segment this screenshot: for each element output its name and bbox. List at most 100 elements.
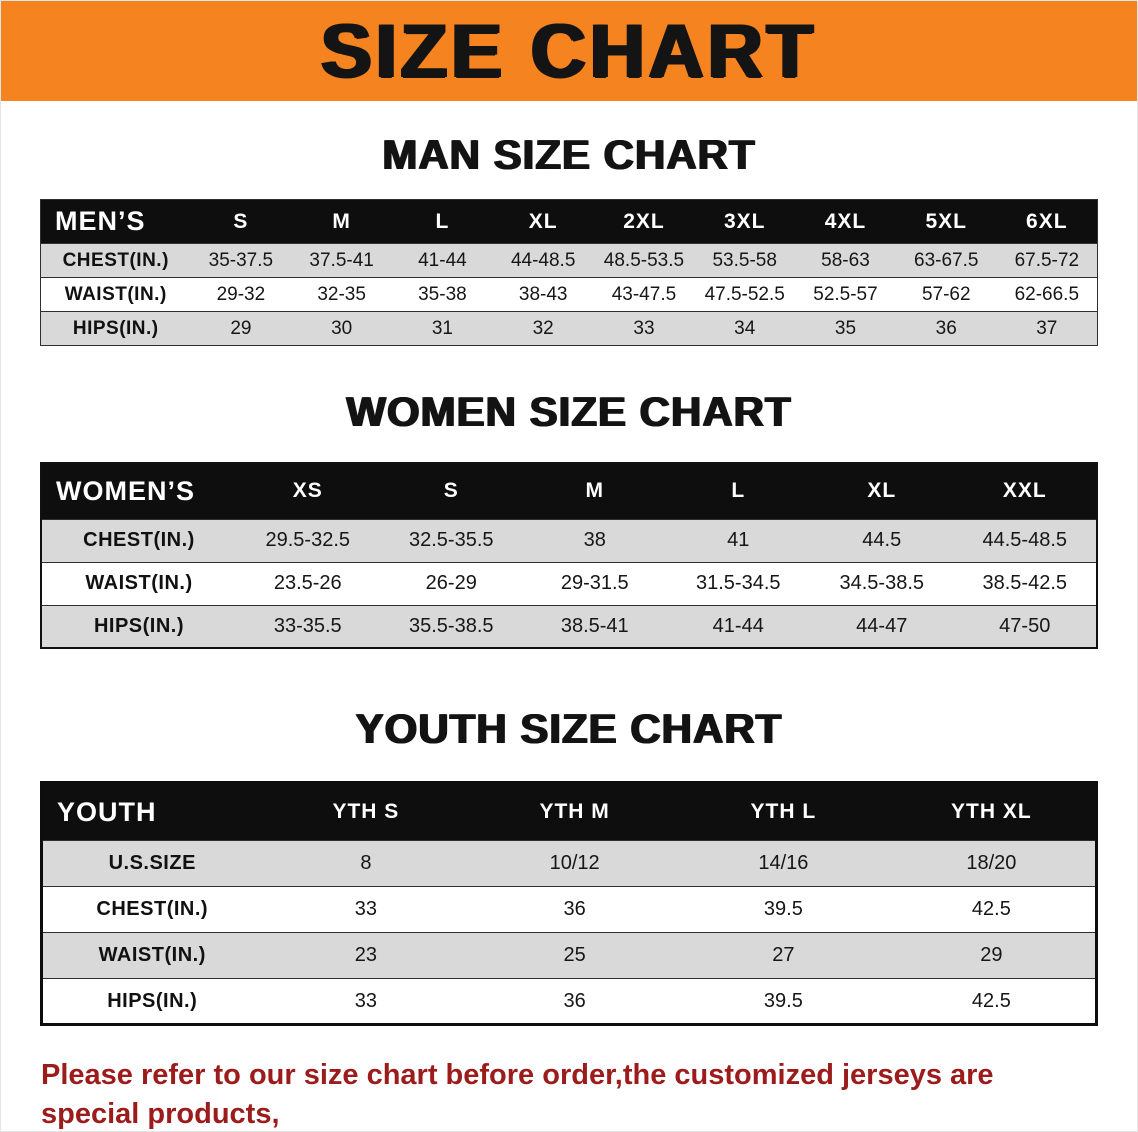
size-value-cell: 58-63 (821, 249, 870, 271)
size-column-header: YTH S (332, 800, 400, 823)
size-value-cell: 34.5-38.5 (839, 572, 924, 594)
size-value-cell: 8 (360, 852, 372, 874)
men-size-section: MAN SIZE CHART MEN’S S M L XL 2XL 3XL 4XL 5XL 6XL… (1, 131, 1137, 346)
size-value-cell: 18/20 (966, 852, 1017, 874)
size-value-cell: 38-43 (518, 283, 568, 305)
size-value-cell: 39.5 (763, 989, 803, 1012)
youth-table-header-row: YOUTH YTH S YTH M YTH L YTH XL (41, 782, 1097, 841)
size-value-cell: 29 (230, 317, 252, 339)
men-size-table: MEN’S S M L XL 2XL 3XL 4XL 5XL 6XL CHEST(IN.) 35-3… (40, 199, 1098, 346)
size-value-cell: 38 (583, 529, 606, 551)
size-column-header: L (731, 479, 746, 503)
size-value-cell: 35.5-38.5 (408, 614, 494, 637)
size-value-cell: 36 (935, 317, 957, 339)
size-value-cell: 44-48.5 (510, 249, 576, 271)
size-value-cell: 42.5 (971, 989, 1011, 1012)
size-value-cell: 14/16 (758, 852, 809, 874)
women-table-body: CHEST(IN.) 29.5-32.5 32.5-35.5 38 41 44.5 44.5… (41, 519, 1097, 648)
size-value-cell: 30 (331, 317, 353, 339)
size-value-cell: 47-50 (999, 614, 1051, 637)
size-value-cell: 48.5-53.5 (603, 249, 685, 271)
size-column-header: YTH M (539, 800, 610, 823)
size-value-cell: 41 (727, 529, 750, 551)
row-label: CHEST(IN.) (83, 529, 195, 551)
women-size-section: WOMEN SIZE CHART WOMEN’S XS S M L XL XXL CHEST… (1, 388, 1137, 649)
disclaimer: Please refer to our size chart before or… (41, 1056, 1097, 1131)
row-label: WAIST(IN.) (85, 572, 193, 594)
page-title: SIZE CHART (321, 8, 817, 94)
size-column-header: M (585, 479, 604, 503)
youth-table-body: U.S.SIZE 8 10/12 14/16 18/20 CHEST(IN.) 33 36 39… (41, 840, 1097, 1025)
table-row: HIPS(IN.) 33 36 39.5 42.5 (41, 978, 1097, 1025)
size-value-cell: 38.5-41 (560, 614, 629, 637)
size-column-header: 4XL (824, 209, 867, 233)
size-value-cell: 62-66.5 (1014, 283, 1080, 305)
size-value-cell: 33 (633, 317, 655, 339)
size-value-cell: 43-47.5 (611, 283, 677, 305)
size-value-cell: 44.5-48.5 (982, 529, 1067, 551)
row-label: HIPS(IN.) (93, 614, 185, 637)
men-table-header-row: MEN’S S M L XL 2XL 3XL 4XL 5XL 6XL (40, 199, 1098, 244)
size-value-cell: 35-37.5 (208, 249, 274, 271)
size-value-cell: 29 (980, 944, 1003, 966)
size-column-header: L (435, 209, 450, 233)
table-row: CHEST(IN.) 35-37.5 37.5-41 41-44 44-48.5 48.5… (40, 243, 1098, 278)
size-column-header: 6XL (1026, 209, 1068, 233)
size-column-header: YTH XL (951, 800, 1032, 823)
size-value-cell: 44.5 (862, 529, 902, 551)
size-value-cell: 10/12 (549, 852, 600, 874)
men-table-body: CHEST(IN.) 35-37.5 37.5-41 41-44 44-48.5 48.5… (40, 243, 1098, 346)
size-value-cell: 41-44 (418, 249, 467, 271)
size-value-cell: 29-31.5 (560, 572, 629, 594)
size-value-cell: 27 (772, 944, 795, 966)
row-label: WAIST(IN.) (64, 283, 167, 305)
youth-size-section: YOUTH SIZE CHART YOUTH YTH S YTH M YTH L YTH… (1, 705, 1137, 1026)
size-value-cell: 23.5-26 (273, 572, 342, 594)
table-row: HIPS(IN.) 29 30 31 32 33 34 35 36 37 (40, 311, 1098, 346)
size-column-header: 5XL (925, 209, 967, 233)
row-label: U.S.SIZE (108, 852, 196, 874)
size-value-cell: 31.5-34.5 (695, 572, 781, 594)
size-value-cell: 26-29 (425, 572, 477, 594)
size-value-cell: 34 (734, 317, 756, 339)
size-column-header: XXL (1002, 479, 1047, 503)
size-value-cell: 36 (563, 898, 586, 920)
size-value-cell: 35-38 (418, 283, 467, 305)
size-value-cell: 32.5-35.5 (408, 529, 494, 551)
size-value-cell: 47.5-52.5 (704, 283, 785, 305)
table-row: HIPS(IN.) 33-35.5 35.5-38.5 38.5-41 41-44 44-… (41, 605, 1097, 648)
size-value-cell: 33 (354, 898, 377, 920)
size-value-cell: 57-62 (921, 283, 971, 305)
size-value-cell: 36 (563, 989, 586, 1012)
youth-size-table: YOUTH YTH S YTH M YTH L YTH XL U.S.SIZE 8 10/1… (40, 781, 1098, 1026)
size-value-cell: 33 (354, 989, 377, 1012)
size-value-cell: 37.5-41 (309, 249, 374, 271)
youth-section-heading: YOUTH SIZE CHART (355, 705, 783, 752)
women-table-header-row: WOMEN’S XS S M L XL XXL (41, 463, 1097, 519)
size-value-cell: 52.5-57 (813, 283, 878, 305)
women-section-heading: WOMEN SIZE CHART (346, 388, 792, 435)
size-value-cell: 38.5-42.5 (982, 572, 1067, 594)
table-row: WAIST(IN.) 29-32 32-35 35-38 38-43 43-47.5 47.… (40, 277, 1098, 312)
size-value-cell: 37 (1036, 317, 1058, 339)
size-column-header: XL (867, 479, 897, 503)
size-value-cell: 29-32 (216, 283, 266, 305)
banner: SIZE CHART (1, 1, 1137, 101)
size-column-header: S (443, 479, 459, 503)
table-corner-header: MEN’S (55, 206, 146, 236)
table-row: U.S.SIZE 8 10/12 14/16 18/20 (41, 840, 1097, 887)
size-column-header: 2XL (623, 209, 665, 233)
size-column-header: M (332, 209, 351, 233)
table-corner-header: WOMEN’S (56, 475, 195, 506)
size-value-cell: 29.5-32.5 (265, 529, 350, 551)
size-value-cell: 44-47 (856, 614, 908, 637)
size-value-cell: 42.5 (971, 898, 1011, 920)
size-value-cell: 41-44 (712, 614, 764, 637)
row-label: HIPS(IN.) (72, 317, 159, 339)
size-column-header: YTH L (750, 800, 817, 823)
row-label: CHEST(IN.) (62, 249, 169, 271)
size-value-cell: 63-67.5 (914, 249, 979, 271)
size-value-cell: 32-35 (317, 283, 366, 305)
table-row: WAIST(IN.) 23.5-26 26-29 29-31.5 31.5-34.5 34… (41, 562, 1097, 605)
size-value-cell: 32 (532, 317, 554, 339)
